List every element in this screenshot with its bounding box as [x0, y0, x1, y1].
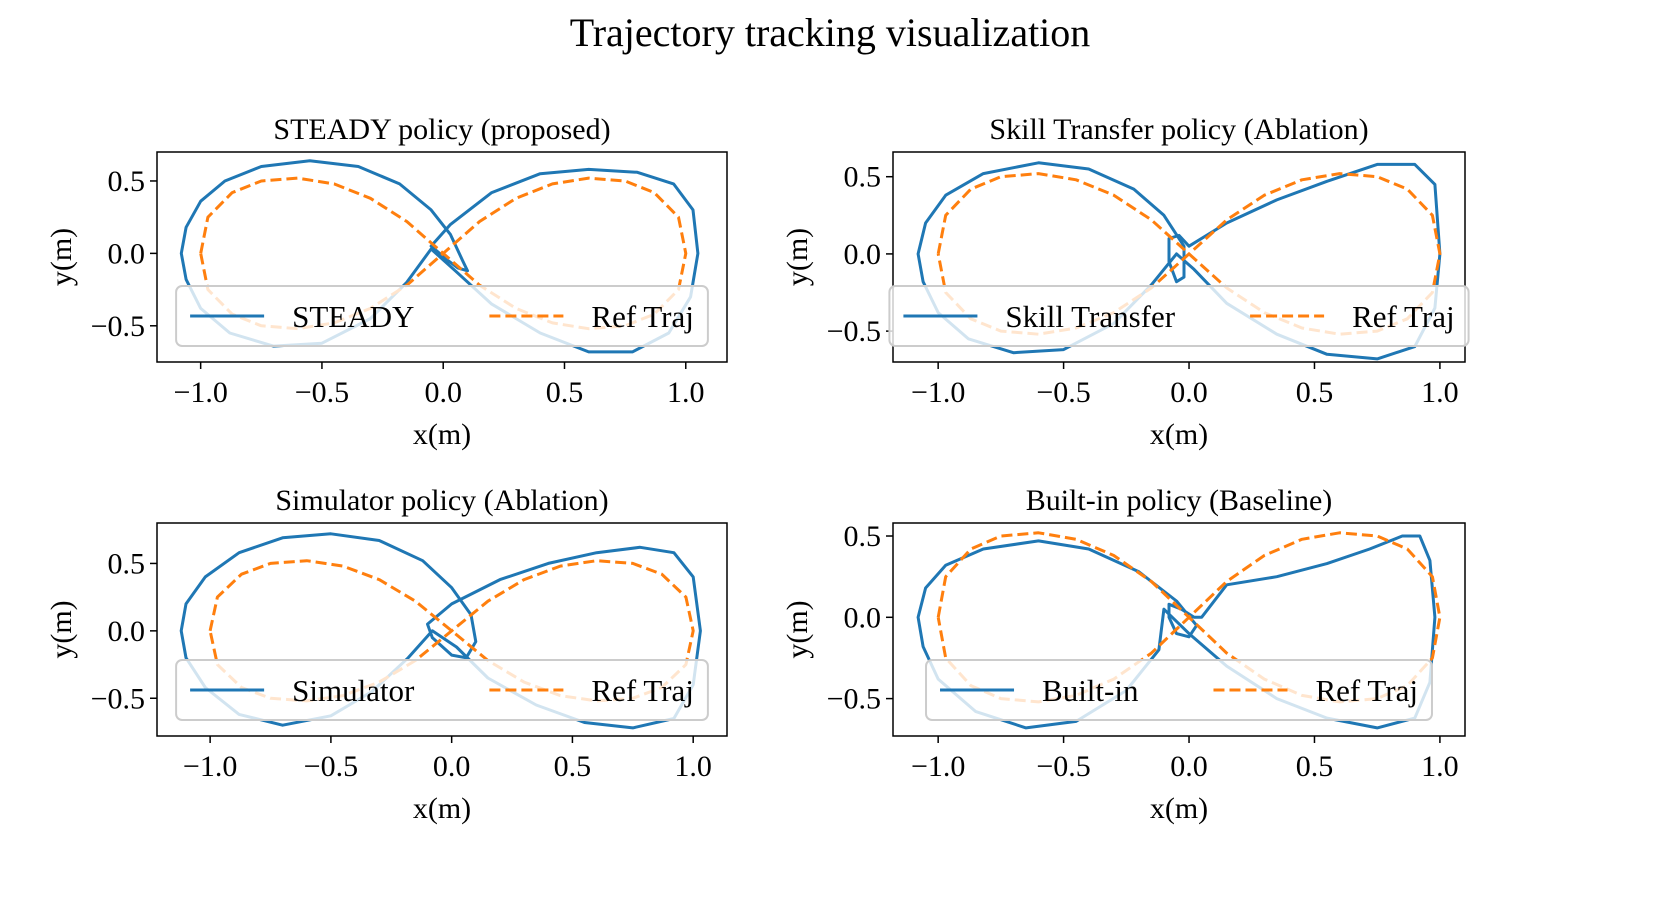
legend-label: STEADY — [292, 299, 414, 334]
x-tick-label: 0.0 — [424, 376, 462, 409]
x-tick-label: 0.5 — [1296, 750, 1334, 783]
x-tick-label: −0.5 — [304, 750, 358, 783]
subplot-title: Skill Transfer policy (Ablation) — [989, 113, 1368, 146]
y-axis-label: y(m) — [45, 228, 78, 286]
x-tick-label: 0.5 — [554, 750, 592, 783]
y-tick-label: 0.0 — [108, 237, 146, 270]
series-line-reference — [199, 176, 688, 331]
axes-frame — [892, 151, 1466, 363]
series-line-reference — [936, 172, 1442, 336]
y-tick-label: 0.5 — [844, 520, 882, 553]
legend-box — [925, 659, 1433, 721]
x-tick-label: 1.0 — [667, 376, 705, 409]
subplot-4: −1.0 −0.5 0.0 0.5 1.0 −0.5 0.0 0.5 Built-in poli… — [781, 484, 1466, 825]
axes-frame — [156, 522, 728, 737]
subplot-title: STEADY policy (proposed) — [273, 113, 610, 146]
legend-label: Simulator — [292, 673, 415, 708]
x-tick-label: 0.5 — [1296, 376, 1334, 409]
x-tick-label: −0.5 — [1036, 750, 1090, 783]
subplot-title: Simulator policy (Ablation) — [275, 484, 608, 517]
x-tick-label: 0.5 — [546, 376, 584, 409]
y-tick-label: 0.5 — [844, 161, 882, 194]
x-axis-label: x(m) — [413, 792, 471, 825]
x-axis-label: x(m) — [413, 418, 471, 451]
y-axis-label: y(m) — [781, 228, 814, 286]
x-tick-label: 0.0 — [433, 750, 471, 783]
x-tick-label: −1.0 — [911, 750, 965, 783]
legend-label: Ref Traj — [591, 673, 694, 708]
subplot-1: −1.0 −0.5 0.0 0.5 1.0 −0.5 0.0 0.5 STEADY policy… — [45, 113, 728, 451]
y-axis-label: y(m) — [45, 600, 78, 658]
x-tick-label: 0.0 — [1170, 376, 1208, 409]
legend: Simulator Ref Traj — [175, 659, 709, 721]
x-tick-label: −1.0 — [173, 376, 227, 409]
x-tick-label: −1.0 — [183, 750, 237, 783]
y-tick-label: −0.5 — [827, 315, 881, 348]
x-tick-label: −1.0 — [911, 376, 965, 409]
subplot-title: Built-in policy (Baseline) — [1026, 484, 1333, 517]
y-tick-label: −0.5 — [91, 310, 145, 343]
x-tick-label: 1.0 — [1421, 376, 1459, 409]
y-axis-label: y(m) — [781, 600, 814, 658]
x-tick-label: 0.0 — [1170, 750, 1208, 783]
axes-frame — [156, 151, 728, 363]
legend-label: Built-in — [1042, 673, 1139, 708]
y-tick-label: 0.5 — [108, 547, 146, 580]
x-tick-label: −0.5 — [295, 376, 349, 409]
legend-box — [888, 285, 1470, 347]
subplot-2: −1.0 −0.5 0.0 0.5 1.0 −0.5 0.0 0.5 Skill Transfe… — [781, 113, 1470, 451]
y-tick-label: −0.5 — [827, 683, 881, 716]
x-axis-label: x(m) — [1150, 792, 1208, 825]
legend: STEADY Ref Traj — [175, 285, 709, 347]
legend-label: Ref Traj — [1315, 673, 1418, 708]
legend-box — [175, 659, 709, 721]
x-tick-label: 1.0 — [674, 750, 712, 783]
y-tick-label: −0.5 — [91, 682, 145, 715]
y-tick-label: 0.0 — [844, 601, 882, 634]
legend-label: Skill Transfer — [1005, 299, 1175, 334]
y-tick-label: 0.0 — [108, 615, 146, 648]
x-tick-label: −0.5 — [1036, 376, 1090, 409]
axes-frame — [892, 522, 1466, 737]
legend-box — [175, 285, 709, 347]
y-tick-label: 0.0 — [844, 238, 882, 271]
figure-title: Trajectory tracking visualization — [570, 10, 1091, 55]
legend: Skill Transfer Ref Traj — [888, 285, 1470, 347]
subplot-3: −1.0 −0.5 0.0 0.5 1.0 −0.5 0.0 0.5 Simulator pol… — [45, 484, 728, 825]
y-tick-label: 0.5 — [108, 165, 146, 198]
x-axis-label: x(m) — [1150, 418, 1208, 451]
legend: Built-in Ref Traj — [925, 659, 1433, 721]
series-line-reference — [936, 531, 1442, 704]
legend-label: Ref Traj — [1352, 299, 1455, 334]
x-tick-label: 1.0 — [1421, 750, 1459, 783]
legend-label: Ref Traj — [591, 299, 694, 334]
